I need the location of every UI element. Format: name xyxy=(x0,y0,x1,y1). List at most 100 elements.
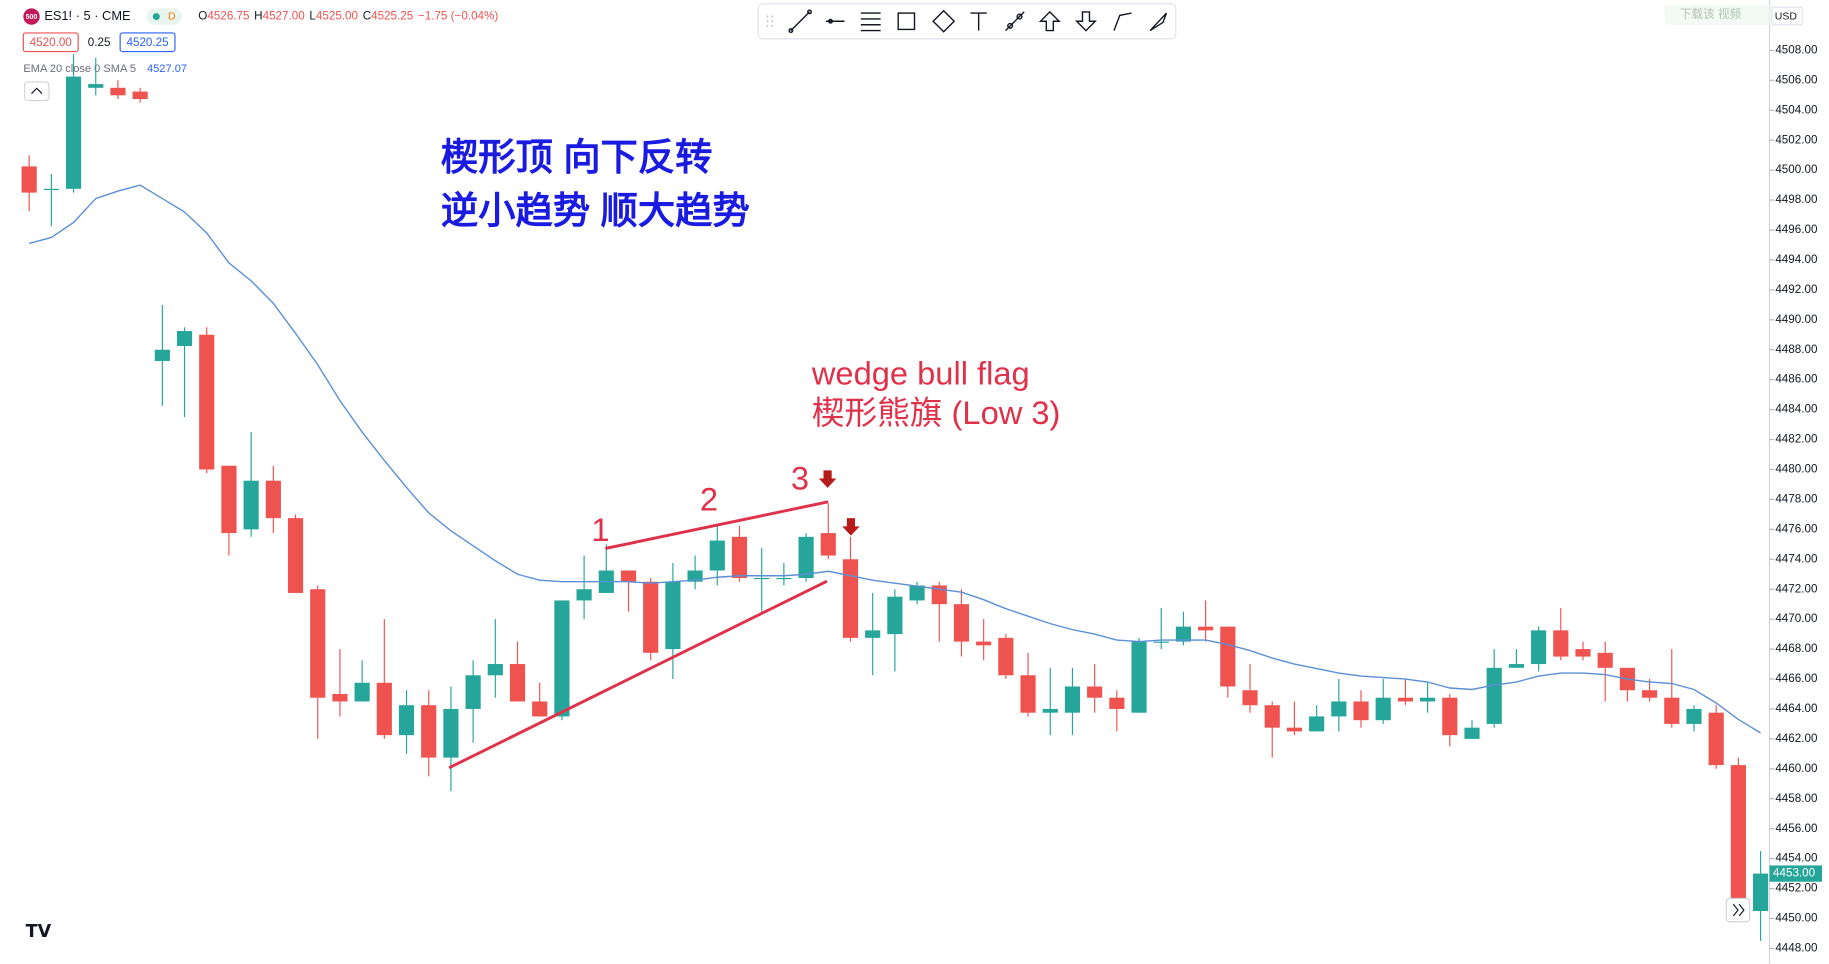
candle-body xyxy=(1353,701,1369,721)
toolbar-icons[interactable] xyxy=(766,9,1168,34)
collapse-button[interactable] xyxy=(23,81,50,102)
candle-body xyxy=(1420,697,1436,702)
candle-body xyxy=(21,166,37,193)
download-text: 下载该 视频 xyxy=(1680,7,1742,21)
candle-body xyxy=(1109,697,1125,709)
candle-body xyxy=(532,701,548,717)
annotation: 楔形顶 向下反转 xyxy=(441,136,713,178)
y-tick-label: 4494.00 xyxy=(1775,253,1818,266)
y-tick-label: 4498.00 xyxy=(1775,193,1818,206)
y-tick-label: 4490.00 xyxy=(1775,313,1818,326)
y-tick-label: 4450.00 xyxy=(1775,912,1818,925)
indicator-value: 4527.07 xyxy=(147,63,187,75)
wedge-lower-line xyxy=(448,579,828,770)
ohlc-key: C xyxy=(363,10,371,23)
candle-body xyxy=(265,480,281,519)
candle-body xyxy=(376,682,392,736)
plot-area: 4508.00 4506.00 4504.00 4502.00 4500.00 4498.… xyxy=(21,43,1823,955)
candle-body xyxy=(1198,626,1214,631)
wedge-upper-line xyxy=(605,500,829,550)
candle-body xyxy=(243,480,259,530)
candle-body xyxy=(1708,712,1724,766)
candle-body xyxy=(1087,686,1103,698)
last-price-label: 4453.00 xyxy=(1773,867,1816,880)
candle-body xyxy=(1175,626,1192,642)
symbol[interactable]: ES1! · 5 · CME xyxy=(44,8,130,23)
ask-box[interactable] xyxy=(119,32,176,53)
ohlc-value: 4526.75 xyxy=(207,10,249,23)
annotation: 2 xyxy=(700,480,718,517)
download-button[interactable] xyxy=(1664,4,1772,25)
logo-text: 500 xyxy=(26,14,38,21)
ohlc-value: 4525.25 xyxy=(371,10,413,23)
ohlc-change: −1.75 (−0.04%) xyxy=(418,10,498,23)
ohlc-value: 4527.00 xyxy=(263,10,306,23)
candle-body xyxy=(509,664,526,702)
candle-body xyxy=(1686,708,1702,724)
candle-body xyxy=(154,349,170,361)
candle-body xyxy=(1752,873,1769,912)
candle-body xyxy=(754,577,770,580)
y-tick-label: 4492.00 xyxy=(1775,283,1818,296)
candle-body xyxy=(1309,716,1325,732)
candle-body xyxy=(421,705,437,758)
spread: 0.25 xyxy=(88,36,111,49)
annotation: 楔形熊旗 (Low 3) xyxy=(812,394,1061,431)
y-tick-label: 4484.00 xyxy=(1775,403,1818,416)
candle-body xyxy=(665,581,681,650)
currency-box[interactable] xyxy=(1771,6,1803,26)
badge[interactable] xyxy=(146,8,182,25)
y-tick-label: 4470.00 xyxy=(1775,612,1818,625)
ohlc-key: H xyxy=(254,10,262,23)
bid: 4520.00 xyxy=(30,36,73,49)
currency: USD xyxy=(1775,11,1798,22)
y-tick-label: 4456.00 xyxy=(1775,822,1818,835)
candle-body xyxy=(643,581,659,653)
candle-body xyxy=(1064,686,1081,713)
scroll-icon xyxy=(1732,903,1745,917)
collapse-icon xyxy=(31,87,43,94)
y-tick-label: 4496.00 xyxy=(1775,223,1818,236)
candle-body xyxy=(487,664,503,676)
candle-body xyxy=(1042,708,1058,713)
candle-body xyxy=(443,708,459,758)
y-tick-label: 4472.00 xyxy=(1775,582,1818,595)
candle-body xyxy=(998,637,1014,676)
candle-body xyxy=(1597,652,1613,668)
y-tick-label: 4462.00 xyxy=(1775,732,1818,745)
y-tick-label: 4504.00 xyxy=(1775,103,1818,116)
bid-box[interactable] xyxy=(22,32,79,53)
candle-body xyxy=(221,465,237,534)
candle-body xyxy=(687,570,703,582)
candle-body xyxy=(1331,701,1347,717)
indicator-legend[interactable]: EMA 20 close 0 SMA 5 xyxy=(23,63,136,75)
ema-line xyxy=(28,184,1761,734)
tv-logo: 𝗧𝗩 xyxy=(26,921,52,941)
ohlc-value: 4525.00 xyxy=(316,10,359,23)
drawing-toolbar xyxy=(757,3,1177,40)
y-tick-label: 4474.00 xyxy=(1775,552,1818,565)
y-tick-label: 4466.00 xyxy=(1775,672,1818,685)
annotation: 1 xyxy=(591,511,609,548)
y-tick-label: 4476.00 xyxy=(1775,522,1818,535)
y-tick-label: 4488.00 xyxy=(1775,343,1818,356)
candle-body xyxy=(909,585,925,601)
y-tick-label: 4448.00 xyxy=(1775,942,1818,955)
candle-body xyxy=(176,331,193,346)
y-tick-label: 4468.00 xyxy=(1775,642,1818,655)
candle-body xyxy=(1220,626,1236,687)
candle-body xyxy=(287,518,304,593)
candle-body xyxy=(620,570,637,582)
y-tick-label: 4482.00 xyxy=(1775,433,1818,446)
candle-body xyxy=(110,87,126,96)
candle-body xyxy=(731,536,748,578)
ask: 4520.25 xyxy=(126,36,168,49)
down-arrow xyxy=(842,518,860,536)
candle-body xyxy=(1464,727,1480,739)
candle-body xyxy=(865,630,881,638)
y-tick-label: 4458.00 xyxy=(1775,792,1818,805)
candle-body xyxy=(1264,705,1280,728)
candle-body xyxy=(1020,675,1036,713)
